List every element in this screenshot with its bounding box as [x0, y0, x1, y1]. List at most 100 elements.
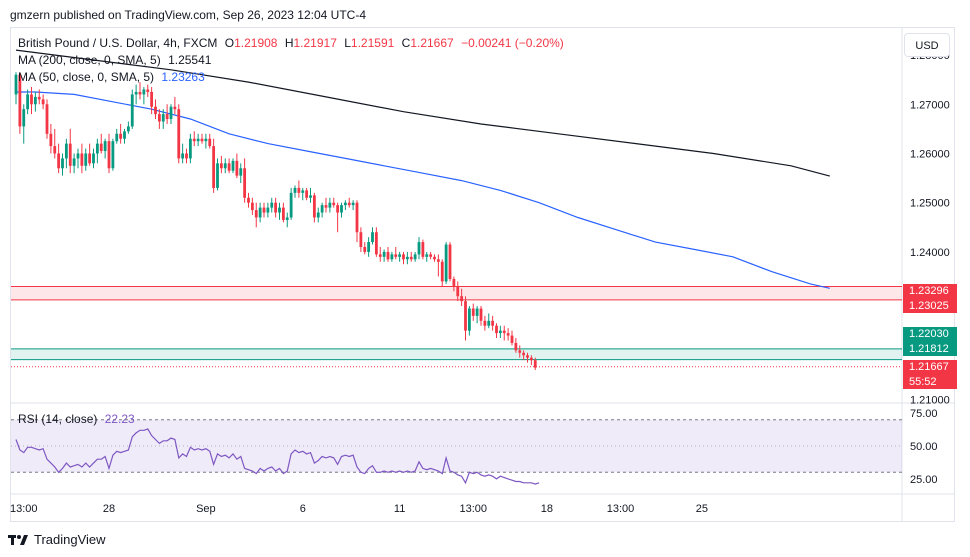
candle — [173, 106, 177, 110]
candle — [208, 138, 212, 147]
close-value: 1.21667 — [410, 36, 454, 50]
candle — [185, 153, 188, 159]
ma200-legend: MA (200, close, 0, SMA, 5) 1.25541 — [18, 53, 215, 67]
last-price-label: 1.21667 — [909, 361, 949, 373]
time-tick-label: Sep — [196, 503, 216, 515]
candle — [487, 320, 491, 326]
candle — [460, 296, 464, 302]
candle — [371, 232, 374, 243]
candle — [320, 205, 324, 213]
candle — [115, 133, 119, 142]
candle — [216, 163, 219, 188]
candle — [169, 106, 173, 120]
candle — [471, 308, 475, 316]
candle — [518, 350, 522, 353]
ma50-legend: MA (50, close, 0, SMA, 5) 1.23263 — [18, 70, 209, 84]
candle — [146, 89, 150, 92]
rsi-line — [15, 428, 540, 485]
rsi-tick-label: 50.00 — [910, 441, 938, 453]
candle — [138, 91, 142, 95]
candle — [483, 320, 487, 326]
ma50-line — [16, 91, 830, 289]
high-value: 1.21917 — [293, 36, 337, 50]
candle — [405, 256, 409, 260]
candle — [398, 254, 402, 257]
candle — [270, 202, 274, 208]
candle — [92, 153, 95, 164]
candle — [475, 308, 479, 316]
candle — [526, 355, 529, 358]
candle — [68, 143, 72, 166]
ma200-line — [15, 49, 830, 177]
rsi-tick-label: 75.00 — [910, 408, 938, 420]
candle — [84, 153, 88, 166]
footer-brand-text: TradingView — [34, 532, 106, 547]
candle — [514, 342, 518, 351]
currency-button[interactable]: USD — [904, 33, 950, 57]
rsi-value: 22.23 — [104, 412, 135, 426]
candle — [444, 244, 448, 282]
rsi-tick-label: 25.00 — [910, 474, 938, 486]
time-tick-label: 13:00 — [459, 503, 487, 515]
candle — [219, 163, 223, 169]
candle — [107, 141, 111, 169]
candle — [30, 94, 33, 105]
candle — [80, 153, 84, 166]
candle — [274, 202, 278, 213]
candle — [212, 146, 216, 188]
candle — [332, 202, 336, 206]
candle — [165, 114, 169, 120]
candle — [157, 114, 161, 122]
candle — [510, 335, 514, 343]
candle — [204, 138, 208, 142]
candle — [506, 333, 510, 336]
ma50-label: MA (50, close, 0, SMA, 5) — [18, 70, 155, 84]
high-label: H — [284, 36, 294, 50]
candle — [154, 106, 157, 115]
last-price-tag: 1.21667 55:52 — [903, 360, 957, 389]
candle — [103, 141, 107, 152]
chart-frame — [10, 27, 955, 522]
candle — [312, 195, 316, 218]
candle — [22, 109, 26, 127]
time-tick-label: 6 — [300, 503, 306, 515]
ma50-value: 1.23263 — [161, 70, 205, 84]
open-label: O — [224, 36, 235, 50]
candle — [533, 360, 537, 368]
candle — [429, 254, 433, 257]
support-zone — [11, 348, 902, 360]
open-value: 1.21908 — [234, 36, 278, 50]
candle — [433, 256, 436, 260]
footer-brand[interactable]: TradingView — [8, 532, 106, 547]
price-tick-label: 1.21000 — [910, 395, 950, 407]
candle — [390, 254, 394, 260]
candle — [49, 133, 53, 147]
candle — [95, 143, 99, 154]
candle — [495, 325, 498, 334]
candle — [436, 259, 440, 262]
candle — [316, 212, 320, 218]
candle — [367, 242, 371, 252]
tradingview-logo-icon — [8, 534, 28, 545]
candle — [340, 205, 343, 213]
candle — [18, 74, 22, 127]
candle — [196, 138, 200, 142]
candle — [14, 74, 18, 95]
candle — [119, 133, 123, 139]
candle — [239, 168, 243, 176]
candle — [227, 163, 231, 171]
candle — [502, 330, 506, 334]
rsi-label: RSI (14, close) — [18, 412, 98, 426]
resistance-lower-label: 1.23025 — [909, 300, 949, 312]
candle — [386, 251, 390, 260]
candle — [61, 158, 64, 169]
price-tick-label: 1.25000 — [910, 198, 950, 210]
time-tick-label: 25 — [696, 503, 708, 515]
ma200-label: MA (200, close, 0, SMA, 5) — [18, 53, 161, 67]
candle — [394, 254, 398, 257]
change-value: −0.00241 (−0.20%) — [461, 36, 564, 50]
candle — [421, 242, 425, 257]
candle — [336, 205, 340, 213]
candle — [223, 163, 227, 169]
